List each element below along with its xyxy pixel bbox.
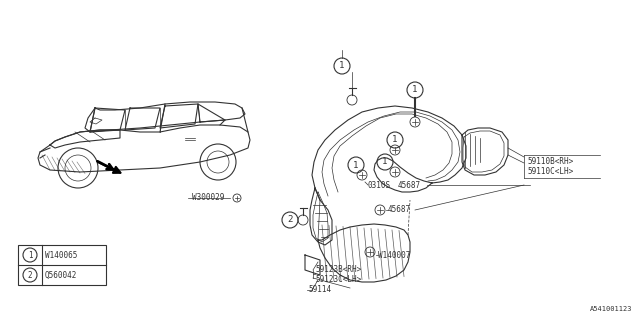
Text: 1: 1 (392, 135, 397, 145)
Text: 1: 1 (353, 161, 358, 170)
Bar (18, 245, 106, 285)
Text: 45687: 45687 (388, 205, 411, 214)
Text: 1: 1 (28, 251, 32, 260)
Text: Q560042: Q560042 (45, 270, 77, 279)
Text: 59114: 59114 (308, 285, 331, 294)
Text: W140007: W140007 (378, 251, 410, 260)
Text: A541001123: A541001123 (589, 306, 632, 312)
Text: W140065: W140065 (45, 251, 77, 260)
Text: 45687: 45687 (398, 180, 421, 189)
Text: 1: 1 (382, 157, 388, 166)
Text: 59110C<LH>: 59110C<LH> (527, 167, 573, 177)
Text: 0310S: 0310S (368, 180, 391, 189)
Text: 59123B<RH>: 59123B<RH> (315, 266, 361, 275)
Text: 59110B<RH>: 59110B<RH> (527, 157, 573, 166)
Text: 2: 2 (287, 215, 292, 225)
Text: 1: 1 (412, 85, 418, 94)
Text: 1: 1 (339, 61, 345, 70)
Text: W300029: W300029 (192, 194, 225, 203)
Text: 2: 2 (28, 270, 32, 279)
Text: 59123C<LH>: 59123C<LH> (315, 275, 361, 284)
